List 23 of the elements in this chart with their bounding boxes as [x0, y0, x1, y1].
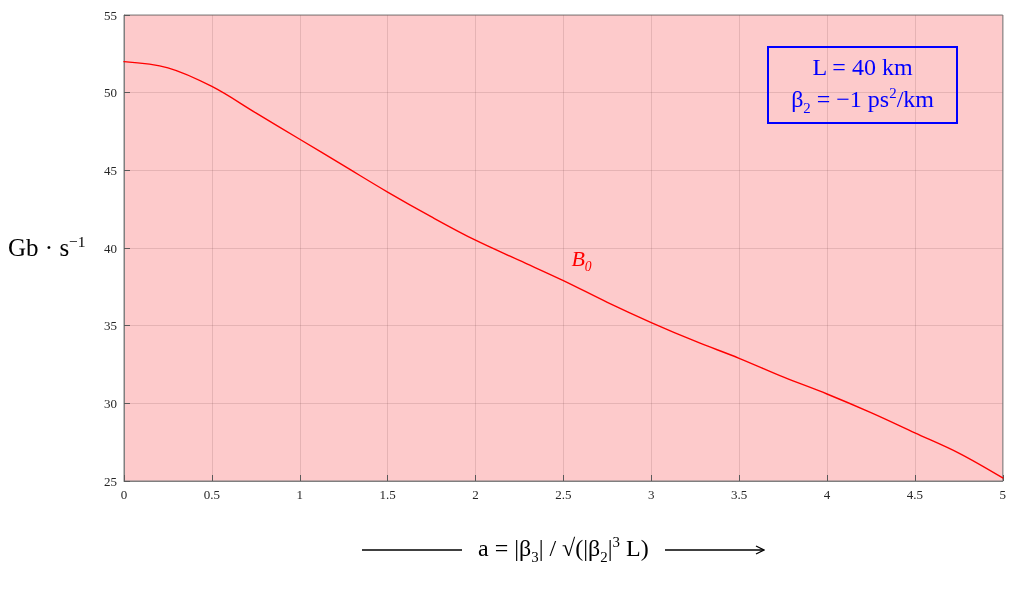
x-axis-title: a = |β$_{3}$| / √(|β$_{2}$|$^{3}$ L) — [478, 534, 649, 566]
x-tick-label: 1 — [296, 487, 303, 502]
annotation: β$_{2}$ = −1 ps$^{2}$/km — [791, 84, 934, 117]
x-tick-label: 4 — [823, 487, 831, 502]
x-tick-label: 4.5 — [906, 487, 923, 502]
series-label: B$_{0}$ — [571, 245, 592, 275]
x-tick-label: 2.5 — [555, 487, 572, 502]
y-tick-label: 50 — [104, 85, 117, 101]
x-tick-label: 2 — [472, 487, 479, 502]
y-axis-title: Gb · s$^{−1}$ — [8, 233, 86, 264]
x-tick-label: 0.5 — [203, 487, 220, 502]
y-tick-label: 55 — [104, 7, 117, 23]
x-tick-label: 0 — [120, 487, 128, 502]
y-tick-label: 45 — [104, 162, 117, 178]
annotation: L = 40 km — [811, 54, 914, 82]
y-tick-label: 35 — [104, 318, 117, 334]
x-tick-label: 3.5 — [731, 487, 748, 502]
x-tick-label: 1.5 — [379, 487, 396, 502]
y-tick-label: 40 — [104, 240, 117, 256]
x-tick-label: 5 — [999, 487, 1006, 502]
y-tick-label: 30 — [104, 395, 117, 411]
x-tick-label: 3 — [648, 487, 655, 502]
y-tick-label: 25 — [104, 473, 117, 489]
